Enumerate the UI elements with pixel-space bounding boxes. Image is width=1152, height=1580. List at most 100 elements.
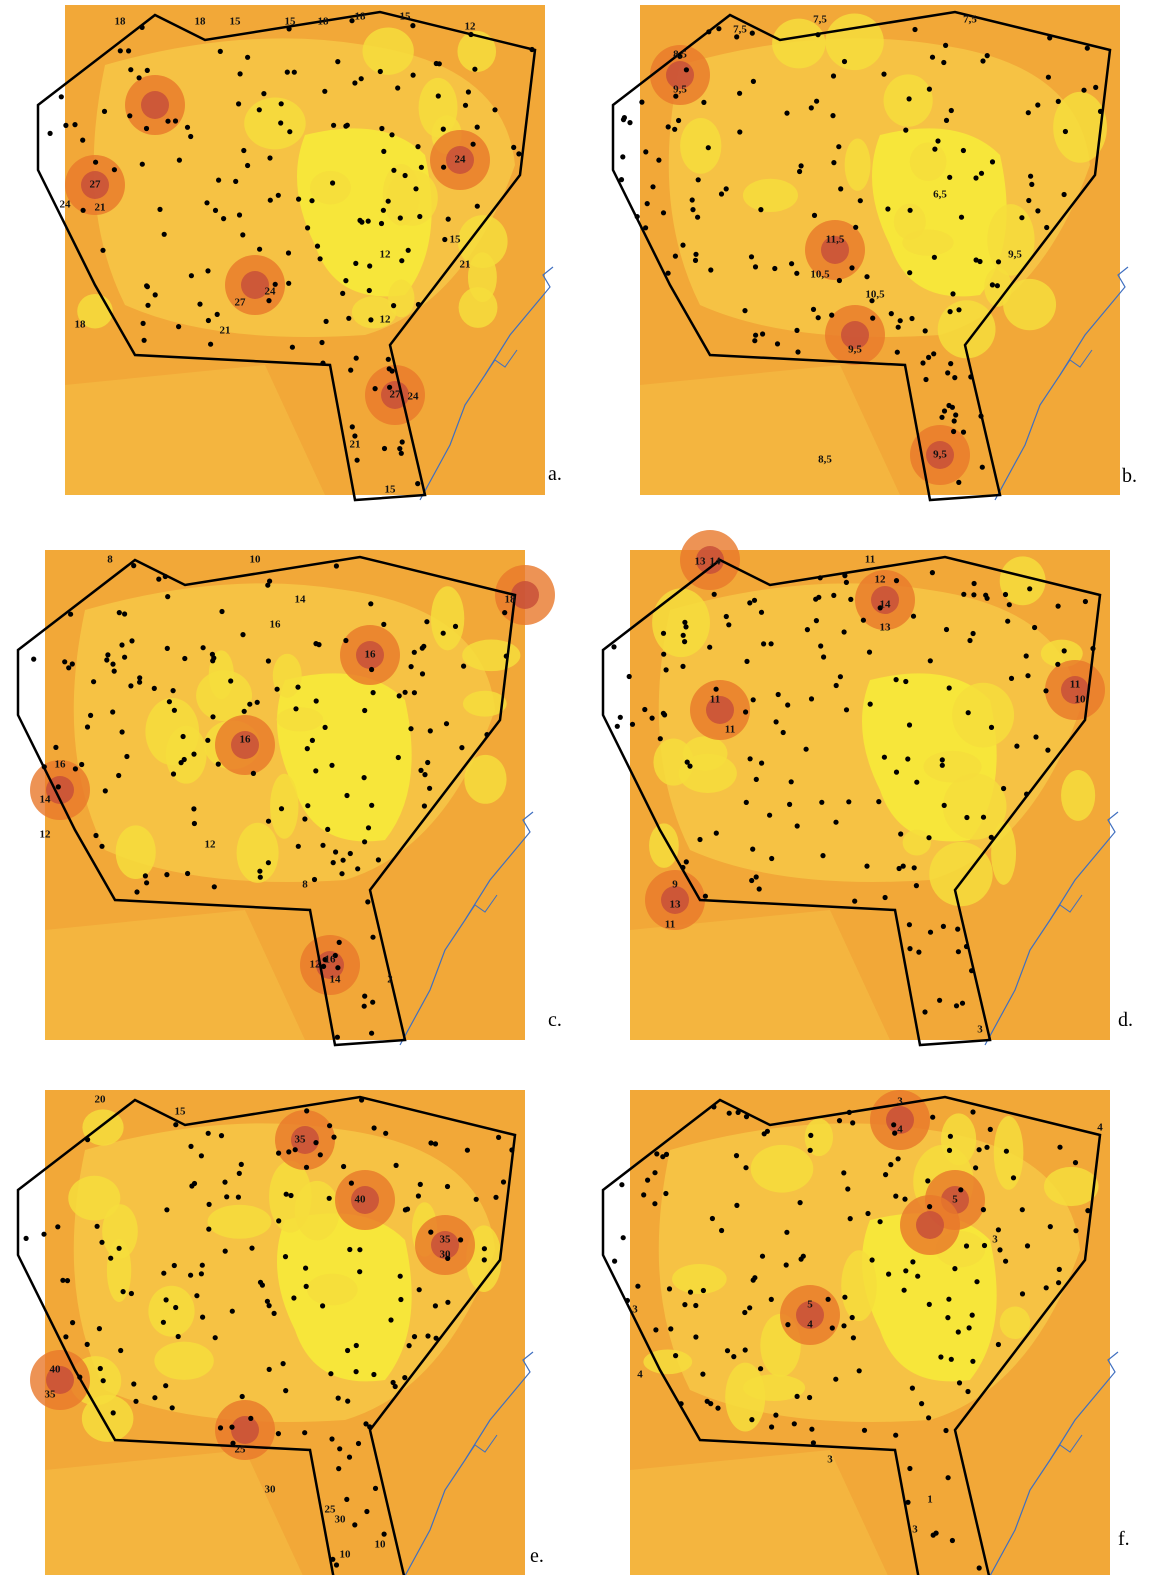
sample-point [105, 652, 110, 657]
contour-label: 18 [115, 16, 127, 28]
contour-label: 16 [365, 649, 377, 661]
sample-point [68, 612, 73, 617]
sample-point [305, 746, 310, 751]
sample-point [188, 1144, 193, 1149]
contour-label: 24 [455, 154, 467, 166]
sample-point [378, 69, 383, 74]
map-panel: 81014161614121612161412281816 [18, 550, 555, 1045]
sample-point [133, 1399, 138, 1404]
sample-point [712, 592, 717, 597]
contour-label: 3 [632, 1304, 638, 1316]
contour-label: 21 [460, 259, 471, 271]
sample-point [98, 1366, 103, 1371]
sample-point [216, 762, 221, 767]
sample-point [809, 696, 814, 701]
sample-point [185, 871, 190, 876]
sample-point [1048, 1224, 1053, 1229]
sample-point [882, 755, 887, 760]
sample-point [320, 843, 325, 848]
sample-point [165, 646, 170, 651]
sample-point [915, 1274, 920, 1279]
contour-label: 3 [827, 1454, 833, 1466]
sample-point [472, 67, 477, 72]
sample-point [1093, 85, 1098, 90]
sample-point [354, 1369, 359, 1374]
contour-label: 15 [285, 16, 297, 28]
sample-point [204, 200, 209, 205]
sample-point [747, 600, 752, 605]
sample-point [97, 1326, 102, 1331]
sample-point [641, 1192, 646, 1197]
sample-point [885, 206, 890, 211]
sample-point [124, 754, 129, 759]
sample-point [620, 154, 625, 159]
sample-point [185, 125, 190, 130]
sample-point [961, 148, 966, 153]
sample-point [971, 631, 976, 636]
sample-point [754, 874, 759, 879]
map-hotspot [916, 1211, 944, 1239]
sample-point [199, 1271, 204, 1276]
sample-point [891, 1122, 896, 1127]
sample-point [663, 1191, 668, 1196]
sample-point [922, 1009, 927, 1014]
sample-point [381, 622, 386, 627]
sample-point [219, 609, 224, 614]
sample-point [969, 968, 974, 973]
sample-point [679, 1401, 684, 1406]
sample-point [330, 180, 335, 185]
sample-point [956, 949, 961, 954]
map-zone [237, 823, 279, 883]
contour-label: 10 [340, 1549, 352, 1561]
sample-point [283, 1254, 288, 1259]
sample-point [947, 1148, 952, 1153]
contour-label: 30 [335, 1514, 347, 1526]
sample-point [399, 258, 404, 263]
sample-point [970, 1359, 975, 1364]
sample-point [145, 303, 150, 308]
sample-point [759, 610, 764, 615]
sample-point [323, 725, 328, 730]
sample-point [652, 1201, 657, 1206]
sample-point [1003, 1259, 1008, 1264]
sample-point [753, 333, 758, 338]
sample-point [434, 1336, 439, 1341]
sample-point [953, 412, 958, 417]
sample-point [635, 1284, 640, 1289]
contour-label: 4 [637, 1369, 643, 1381]
sample-point [794, 271, 799, 276]
contour-label: 7,5 [733, 24, 747, 36]
sample-point [805, 627, 810, 632]
sample-point [619, 177, 624, 182]
sample-point [349, 1181, 354, 1186]
sample-point [245, 163, 250, 168]
sample-point [672, 127, 677, 132]
sample-point [165, 119, 170, 124]
sample-point [937, 998, 942, 1003]
sample-point [359, 76, 364, 81]
sample-point [266, 298, 271, 303]
map-zone [431, 586, 464, 650]
sample-point [509, 1147, 514, 1152]
sample-point [229, 1425, 234, 1430]
sample-point [153, 292, 158, 297]
map-zone [386, 170, 437, 226]
sample-point [163, 1383, 168, 1388]
sample-point [658, 736, 663, 741]
map-zone [903, 830, 931, 856]
sample-point [445, 1300, 450, 1305]
sample-point [751, 1278, 756, 1283]
sample-point [88, 713, 93, 718]
sample-point [436, 93, 441, 98]
sample-point [99, 844, 104, 849]
contour-label: 12 [40, 829, 52, 841]
sample-point [409, 664, 414, 669]
sample-point [893, 1194, 898, 1199]
sample-point [951, 429, 956, 434]
sample-point [795, 823, 800, 828]
sample-point [743, 1347, 748, 1352]
sample-point [946, 403, 951, 408]
sample-point [742, 1310, 747, 1315]
map-zone [462, 640, 520, 672]
sample-point [711, 1104, 716, 1109]
